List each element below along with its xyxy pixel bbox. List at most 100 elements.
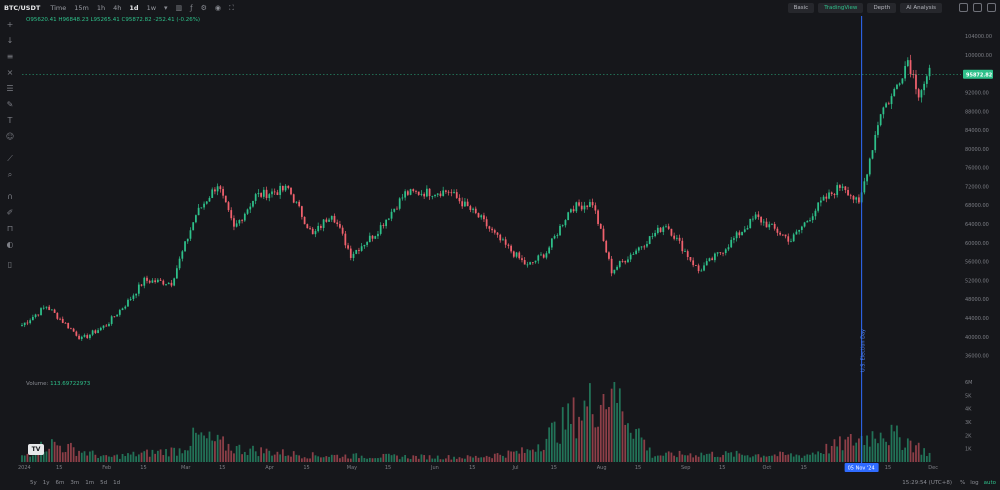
volume-bar — [412, 455, 415, 462]
range-1m[interactable]: 1m — [85, 480, 95, 486]
volume-bar — [776, 456, 779, 462]
pitchfork-icon[interactable]: ⨯ — [6, 68, 14, 77]
volume-bar — [765, 456, 768, 462]
candle-body — [906, 60, 909, 67]
view-switcher: Basic TradingView Depth AI Analysis — [787, 3, 942, 13]
candle-body — [118, 310, 121, 315]
range-1y[interactable]: 1y — [42, 480, 50, 486]
timeframe-1w[interactable]: 1w — [146, 4, 157, 12]
view-basic-button[interactable]: Basic — [787, 3, 815, 13]
time-tick-label: May — [347, 465, 357, 471]
candle-body — [148, 280, 151, 283]
candle-body — [597, 210, 599, 224]
candle-body — [817, 202, 820, 211]
magnet-icon[interactable]: ∩ — [7, 192, 13, 201]
volume-bar — [162, 455, 165, 462]
volume-bar — [540, 451, 542, 462]
candle-body — [186, 238, 189, 242]
candle-body — [559, 225, 561, 236]
candle-body — [404, 191, 407, 198]
ruler-icon[interactable]: ⟋ — [7, 154, 13, 163]
chevron-down-icon[interactable]: ▾ — [164, 4, 168, 12]
fullscreen-icon[interactable]: ⛶ — [229, 3, 234, 12]
range-5d[interactable]: 5d — [100, 480, 108, 486]
popout-icon[interactable] — [987, 3, 996, 12]
range-3m[interactable]: 3m — [70, 480, 80, 486]
candle-body — [890, 96, 893, 105]
time-label[interactable]: Time — [50, 4, 67, 12]
range-1d[interactable]: 1d — [113, 480, 121, 486]
view-depth-button[interactable]: Depth — [867, 3, 897, 13]
volume-bar — [78, 450, 80, 462]
candle-body — [268, 194, 271, 199]
view-ai-analysis-button[interactable]: AI Analysis — [900, 3, 942, 13]
last-price-label: 95872.82 — [966, 72, 993, 78]
eye-icon[interactable]: ◐ — [6, 240, 14, 249]
price-tick-label: 56000.00 — [965, 260, 989, 266]
range-6m[interactable]: 6m — [55, 480, 65, 486]
camera-icon[interactable]: ◉ — [214, 4, 222, 12]
candle-body — [246, 209, 249, 214]
emoji-icon[interactable]: ☺ — [5, 132, 15, 141]
time-tick-label: 15 — [719, 465, 725, 471]
indicators-icon[interactable]: ƒ — [190, 4, 193, 12]
timeframe-1h[interactable]: 1h — [96, 4, 106, 12]
volume-bar — [559, 443, 561, 462]
candle-body — [458, 197, 461, 202]
volume-bar — [887, 445, 890, 462]
volume-tick-label: 1K — [965, 447, 972, 453]
crosshair-icon[interactable]: + — [6, 20, 14, 29]
brush-icon[interactable]: ✎ — [6, 100, 14, 109]
timeframe-4h[interactable]: 4h — [113, 4, 122, 12]
volume-bar — [453, 456, 455, 462]
candle-body — [434, 194, 436, 197]
zoom-icon[interactable]: ⌕ — [7, 170, 13, 179]
volume-bar — [127, 453, 129, 462]
candle-body — [48, 306, 51, 311]
candle-body — [727, 247, 730, 250]
horizontal-lines-icon[interactable]: ≡ — [6, 52, 14, 61]
range-5y[interactable]: 5y — [30, 480, 37, 486]
candle-body — [743, 229, 746, 232]
volume-bar — [920, 454, 923, 462]
symbol-pair[interactable]: BTC/USDT — [4, 4, 41, 12]
scale-log[interactable]: log — [970, 480, 979, 486]
fib-icon[interactable]: ☰ — [6, 84, 14, 93]
volume-bar — [811, 452, 814, 462]
settings-icon[interactable]: ⚙ — [200, 4, 207, 12]
candle-body — [703, 265, 705, 271]
layout-icon[interactable] — [959, 3, 968, 12]
candle-body — [262, 189, 265, 197]
scale-auto[interactable]: auto — [983, 480, 996, 486]
candle-body — [722, 252, 724, 254]
timeframe-1d[interactable]: 1d — [129, 4, 139, 12]
candle-body — [806, 220, 809, 223]
candle-body — [249, 206, 252, 210]
volume-bar — [504, 457, 507, 462]
clock: 15:29:54 (UTC+8) — [902, 480, 952, 486]
volume-bar — [167, 456, 170, 462]
chart-type-icon[interactable]: ▥ — [175, 4, 183, 12]
volume-bar — [423, 455, 426, 462]
candle-body — [347, 245, 349, 249]
lock-icon[interactable]: ⊓ — [6, 224, 14, 233]
candle-body — [252, 200, 254, 207]
scale-percent[interactable]: % — [959, 480, 966, 486]
time-tick-label: 15 — [385, 465, 391, 471]
candle-body — [273, 191, 276, 193]
candle-body — [534, 260, 537, 263]
candle-body — [431, 196, 434, 197]
view-tradingview-button[interactable]: TradingView — [818, 3, 864, 13]
arrow-icon[interactable]: ↓ — [6, 36, 14, 45]
volume-bar — [281, 449, 284, 462]
expand-icon[interactable] — [973, 3, 982, 12]
candle-body — [502, 239, 504, 241]
candle-body — [855, 197, 858, 200]
text-icon[interactable]: T — [7, 116, 13, 125]
volume-bar — [86, 455, 89, 462]
pencil-lock-icon[interactable]: ✐ — [6, 208, 14, 217]
timeframe-15m[interactable]: 15m — [74, 4, 89, 12]
trash-icon[interactable]: ▯ — [7, 260, 13, 269]
